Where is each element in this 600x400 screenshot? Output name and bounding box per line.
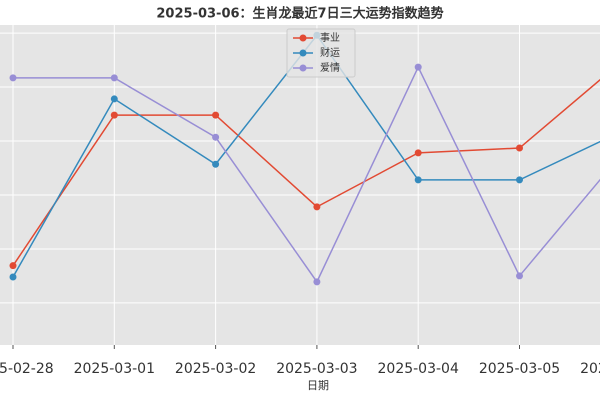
data-point: [110, 111, 118, 119]
data-point: [414, 149, 422, 157]
legend-marker: [299, 49, 307, 57]
legend-marker: [299, 64, 307, 72]
data-point: [110, 95, 118, 103]
x-tick-label: 2025-03-06: [580, 361, 600, 377]
data-point: [516, 144, 523, 152]
chart-title: 2025-03-06：生肖龙最近7日三大运势指数趋势: [156, 6, 443, 22]
data-point: [212, 160, 220, 168]
data-point: [414, 63, 422, 71]
x-tick-label: 2025-03-01: [74, 361, 155, 377]
data-point: [110, 74, 118, 82]
legend-label: 爱情: [320, 61, 340, 74]
x-tick-label: 2025-03-05: [479, 361, 560, 377]
x-tick-label: 2025-02-28: [0, 361, 54, 377]
x-tick-label: 2025-03-02: [175, 361, 256, 377]
data-point: [414, 176, 422, 184]
data-point: [516, 176, 523, 184]
data-point: [212, 133, 220, 141]
legend-marker: [299, 34, 307, 42]
legend-label: 财运: [320, 46, 340, 59]
x-tick-label: 2025-03-03: [276, 361, 357, 377]
x-tick-label: 2025-03-04: [378, 361, 459, 377]
legend-label: 事业: [320, 31, 340, 44]
data-point: [9, 74, 17, 82]
data-point: [313, 278, 321, 286]
data-point: [516, 272, 523, 280]
data-point: [9, 273, 17, 281]
x-axis-label: 日期: [307, 379, 329, 392]
data-point: [313, 203, 321, 211]
data-point: [212, 111, 220, 119]
data-point: [9, 262, 17, 270]
